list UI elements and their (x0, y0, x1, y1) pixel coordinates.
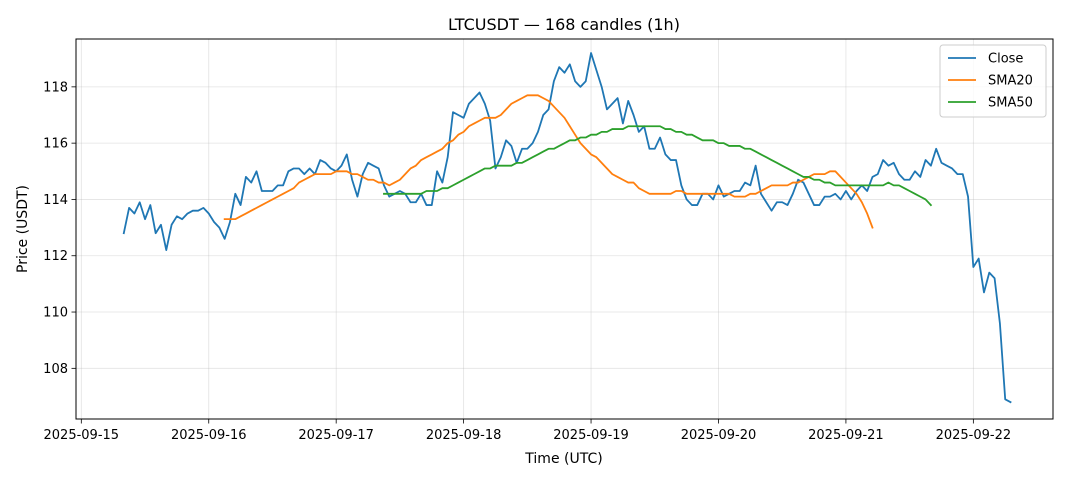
x-tick-label: 2025-09-19 (553, 428, 629, 443)
x-axis-ticks: 2025-09-15 2025-09-16 2025-09-17 2025-09-18… (44, 419, 1012, 443)
y-tick-label: 108 (43, 362, 68, 377)
x-tick-label: 2025-09-15 (44, 428, 120, 443)
series-lines (122, 52, 1012, 404)
x-tick-label: 2025-09-16 (171, 428, 247, 443)
legend-label-sma20: SMA20 (988, 74, 1033, 89)
y-tick-label: 118 (43, 80, 68, 95)
y-tick-label: 114 (43, 193, 68, 208)
x-tick-label: 2025-09-20 (681, 428, 757, 443)
x-tick-label: 2025-09-21 (808, 428, 884, 443)
legend-box (939, 44, 1047, 118)
y-axis-ticks: 108 110 112 114 116 118 (43, 80, 76, 377)
x-tick-label: 2025-09-17 (298, 428, 374, 443)
legend-label-close: Close (988, 52, 1023, 67)
y-tick-label: 116 (43, 137, 68, 152)
y-tick-label: 110 (43, 306, 68, 321)
chart-title: LTCUSDT — 168 candles (1h) (448, 15, 680, 34)
series-line-close (122, 52, 1012, 404)
y-axis-label: Price (USDT) (15, 185, 31, 273)
x-tick-label: 2025-09-22 (936, 428, 1012, 443)
y-tick-label: 112 (43, 249, 68, 264)
series-line-sma50 (383, 125, 933, 207)
legend-label-sma50: SMA50 (988, 96, 1033, 111)
series-line-sma20 (223, 94, 874, 229)
x-tick-label: 2025-09-18 (426, 428, 502, 443)
x-axis-label: Time (UTC) (524, 451, 602, 467)
plot-frame (75, 38, 1054, 420)
legend: Close SMA20 SMA50 (939, 44, 1047, 118)
